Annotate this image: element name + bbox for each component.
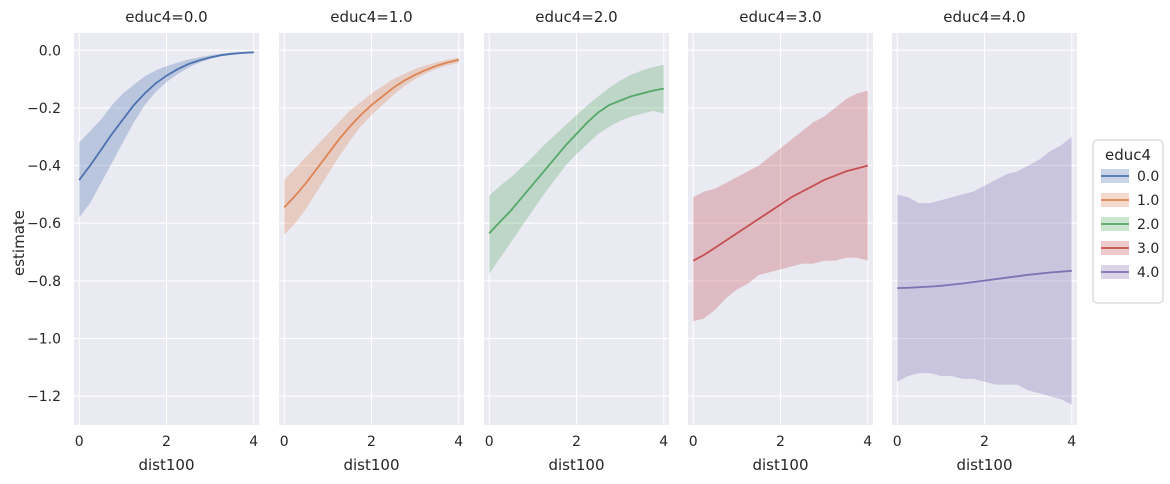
x-tick-label: 2 <box>367 434 376 450</box>
legend-item: 3.0 <box>1101 241 1159 257</box>
x-axis-label: dist100 <box>752 456 808 474</box>
legend-label: 2.0 <box>1137 217 1159 233</box>
panel-title: educ4=4.0 <box>943 8 1025 26</box>
confidence-band <box>284 57 459 235</box>
legend-label: 1.0 <box>1137 193 1159 209</box>
x-tick-label: 4 <box>454 434 463 450</box>
confidence-band <box>79 51 254 218</box>
x-tick-label: 0 <box>689 434 698 450</box>
x-tick-label: 0 <box>893 434 902 450</box>
facet-panel-0: educ4=0.0 0 2 4 dist100 0.0 −0.2 −0.4 −0.6 −0.8 −1… <box>27 8 259 474</box>
y-tick-label: −0.2 <box>27 101 61 117</box>
panel-title: educ4=3.0 <box>739 8 821 26</box>
series-line <box>488 87 664 234</box>
confidence-band <box>693 90 868 322</box>
y-tick-label: −1.0 <box>27 332 61 348</box>
x-tick-label: 2 <box>980 434 989 450</box>
confidence-band <box>897 136 1072 405</box>
y-tick-label: −1.2 <box>27 389 61 405</box>
facet-panel-1: educ4=1.0 0 2 4 dist100 <box>279 8 464 474</box>
panel-title: educ4=0.0 <box>125 8 207 26</box>
panel-title: educ4=1.0 <box>330 8 412 26</box>
series-line <box>692 164 869 262</box>
series-line <box>897 269 1072 289</box>
legend-label: 4.0 <box>1137 265 1159 281</box>
y-tick-label: −0.6 <box>27 216 61 232</box>
legend-item: 4.0 <box>1101 265 1159 281</box>
legend-item: 1.0 <box>1101 193 1159 209</box>
facet-panel-4: educ4=4.0 0 2 4 dist100 <box>892 8 1077 474</box>
facet-panels: educ4=0.0 0 2 4 dist100 0.0 −0.2 −0.4 −0.6 −0.8 −1… <box>27 8 1077 474</box>
legend: educ4 0.0 1.0 2.0 3.0 4.0 <box>1092 139 1164 304</box>
legend-box <box>1092 139 1164 304</box>
legend-title: educ4 <box>1105 146 1151 164</box>
x-axis-label: dist100 <box>548 456 604 474</box>
x-tick-label: 4 <box>1067 434 1076 450</box>
x-tick-label: 2 <box>162 434 171 450</box>
x-axis-label: dist100 <box>956 456 1012 474</box>
facet-panel-3: educ4=3.0 0 2 4 dist100 <box>688 8 873 474</box>
x-tick-label: 2 <box>572 434 581 450</box>
legend-label: 0.0 <box>1137 169 1159 185</box>
x-axis-label: dist100 <box>138 456 194 474</box>
y-tick-label: −0.8 <box>27 274 61 290</box>
legend-label: 3.0 <box>1137 241 1159 257</box>
x-tick-label: 0 <box>280 434 289 450</box>
x-tick-label: 2 <box>776 434 785 450</box>
y-tick-label: −0.4 <box>27 159 61 175</box>
x-tick-label: 4 <box>249 434 258 450</box>
legend-item: 0.0 <box>1101 169 1159 185</box>
series-line <box>78 51 254 181</box>
x-axis-label: dist100 <box>343 456 399 474</box>
x-tick-label: 4 <box>659 434 668 450</box>
y-axis-label: estimate <box>10 210 28 276</box>
x-tick-label: 4 <box>863 434 872 450</box>
x-tick-label: 0 <box>75 434 84 450</box>
y-tick-label: 0.0 <box>39 43 61 59</box>
x-tick-label: 0 <box>485 434 494 450</box>
series-line <box>283 58 460 209</box>
panel-title: educ4=2.0 <box>535 8 617 26</box>
legend-item: 2.0 <box>1101 217 1159 233</box>
facet-panel-2: educ4=2.0 0 2 4 dist100 <box>484 8 669 474</box>
confidence-band <box>489 64 664 274</box>
